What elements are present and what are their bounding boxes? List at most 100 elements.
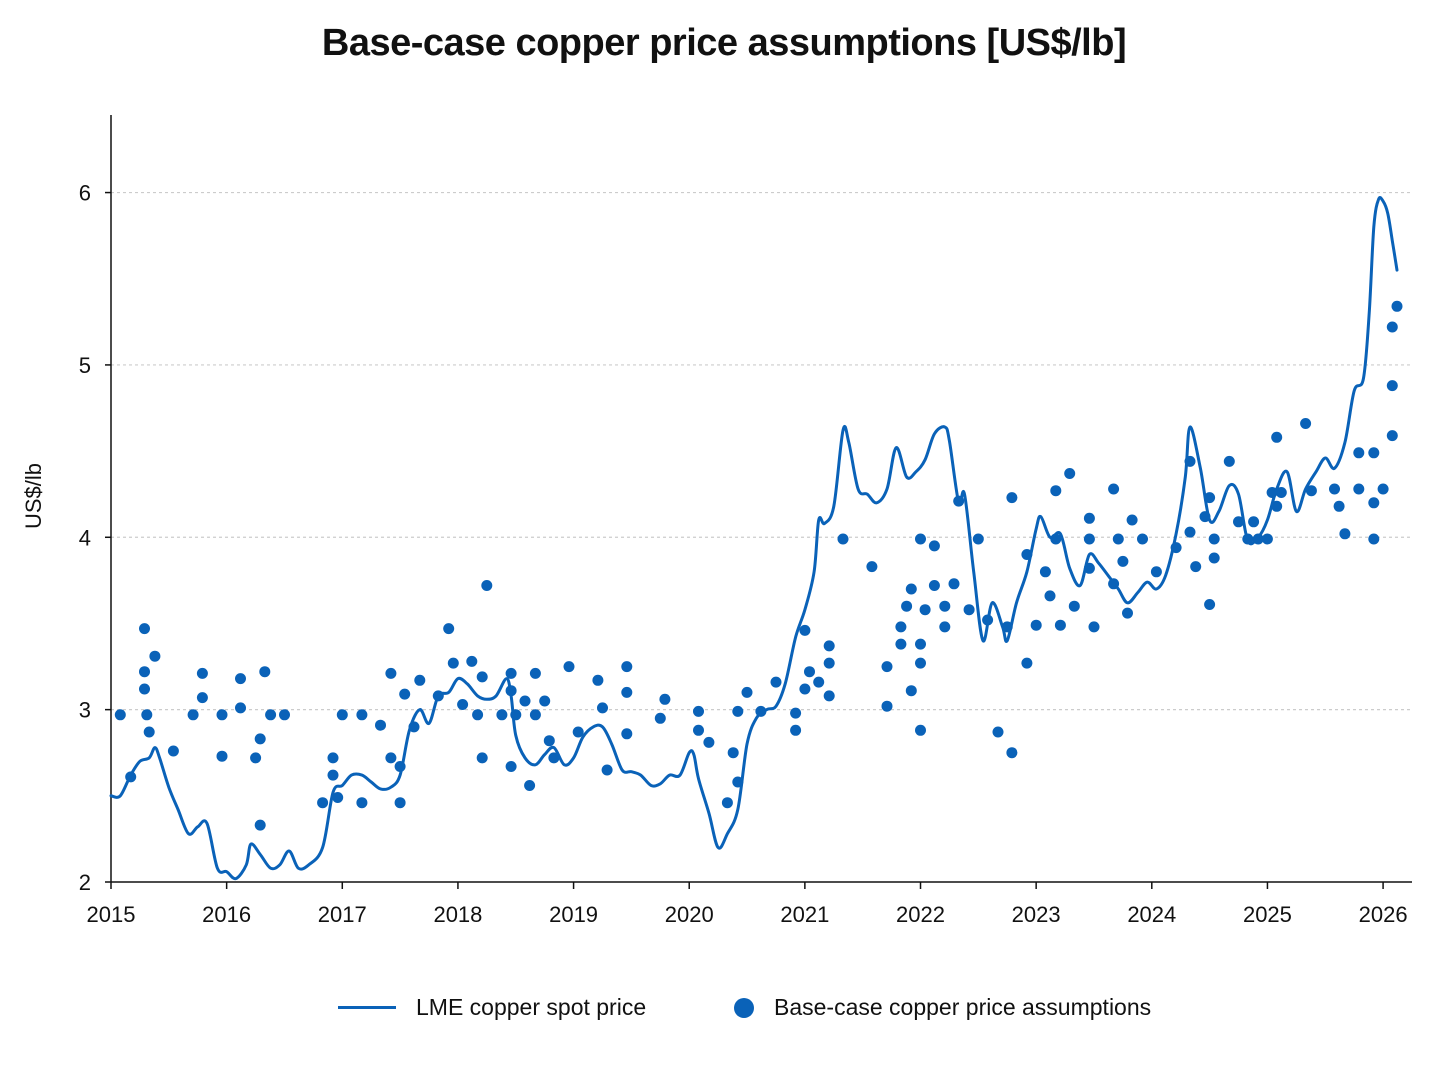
scatter-point bbox=[336, 709, 348, 721]
scatter-point bbox=[548, 752, 560, 764]
scatter-point bbox=[881, 661, 893, 673]
scatter-point bbox=[727, 747, 739, 759]
scatter-point bbox=[1083, 562, 1095, 574]
scatter-point bbox=[919, 604, 931, 616]
scatter-point bbox=[895, 638, 907, 650]
scatter-point bbox=[399, 688, 411, 700]
scatter-point bbox=[1339, 528, 1351, 540]
scatter-point bbox=[1275, 487, 1287, 498]
scatter-point bbox=[543, 735, 555, 747]
scatter-point bbox=[265, 709, 277, 721]
scatter-point bbox=[572, 726, 584, 738]
scatter-point bbox=[621, 661, 633, 673]
scatter-point bbox=[837, 533, 849, 545]
scatter-point bbox=[1006, 747, 1018, 759]
scatter-point bbox=[1271, 500, 1283, 512]
scatter-point bbox=[1208, 552, 1220, 564]
scatter-point bbox=[259, 666, 271, 678]
scatter-point bbox=[1137, 533, 1148, 545]
scatter-point bbox=[1021, 657, 1033, 669]
scatter-point bbox=[139, 623, 150, 635]
scatter-point bbox=[1199, 511, 1211, 523]
legend-item-dots: Base-case copper price assumptions bbox=[734, 994, 1151, 1021]
scatter-point bbox=[915, 533, 926, 545]
scatter-point bbox=[496, 709, 508, 721]
scatter-point bbox=[881, 700, 893, 712]
scatter-point bbox=[1368, 497, 1380, 509]
scatter-point bbox=[505, 667, 517, 679]
scatter-point bbox=[187, 709, 199, 721]
scatter-point bbox=[466, 655, 478, 667]
scatter-point bbox=[703, 736, 715, 748]
scatter-point bbox=[317, 797, 329, 809]
scatter-point bbox=[510, 709, 522, 721]
scatter-point bbox=[823, 640, 835, 652]
scatter-point bbox=[928, 580, 940, 591]
scatter-point bbox=[972, 533, 984, 545]
scatter-point bbox=[385, 752, 397, 764]
x-tick-label-2018: 2018 bbox=[433, 902, 482, 927]
scatter-point bbox=[1391, 300, 1403, 312]
scatter-point bbox=[143, 726, 155, 738]
x-tick-label-2023: 2023 bbox=[1012, 902, 1061, 927]
scatter-point bbox=[866, 561, 878, 573]
scatter-point bbox=[1126, 514, 1138, 526]
scatter-point bbox=[1108, 578, 1120, 590]
x-tick-label-2021: 2021 bbox=[780, 902, 829, 927]
scatter-point bbox=[992, 726, 1004, 738]
scatter-point bbox=[505, 761, 517, 772]
scatter-point bbox=[928, 540, 940, 552]
gridlines bbox=[111, 191, 1412, 711]
scatter-point bbox=[741, 686, 753, 698]
scatter-point bbox=[982, 614, 994, 626]
scatter-point bbox=[394, 797, 406, 809]
scatter-point bbox=[1184, 526, 1196, 538]
scatter-point bbox=[621, 686, 633, 698]
scatter-point bbox=[601, 764, 613, 776]
scatter-point bbox=[1377, 483, 1389, 495]
series-layer bbox=[109, 195, 1403, 881]
x-tick-label-2017: 2017 bbox=[318, 902, 367, 927]
scatter-point bbox=[1112, 533, 1124, 545]
scatter-point bbox=[1386, 321, 1398, 333]
scatter-point bbox=[654, 712, 666, 724]
scatter-point bbox=[457, 699, 469, 710]
scatter-point bbox=[1088, 621, 1100, 633]
x-tick-label-2022: 2022 bbox=[896, 902, 945, 927]
scatter-point bbox=[915, 657, 926, 669]
scatter-point bbox=[1271, 431, 1283, 443]
scatter-point bbox=[1204, 492, 1216, 504]
scatter-point bbox=[327, 752, 339, 764]
scatter-point bbox=[1208, 533, 1220, 545]
scatter-point bbox=[149, 650, 161, 662]
scatter-point bbox=[196, 667, 208, 679]
scatter-point bbox=[813, 676, 825, 688]
scatter-point bbox=[1190, 561, 1202, 573]
scatter-point bbox=[1150, 566, 1162, 578]
scatter-point bbox=[1108, 483, 1120, 495]
scatter-point bbox=[1054, 619, 1066, 631]
scatter-point bbox=[332, 792, 344, 803]
scatter-point bbox=[948, 578, 960, 590]
scatter-point bbox=[939, 600, 951, 612]
x-tick-label-2016: 2016 bbox=[202, 902, 251, 927]
scatter-point bbox=[1353, 483, 1365, 495]
scatter-point bbox=[823, 657, 835, 669]
y-tick-label-4: 4 bbox=[79, 525, 91, 550]
scatter-point bbox=[1329, 483, 1340, 495]
scatter-point bbox=[693, 705, 704, 717]
scatter-point bbox=[235, 702, 246, 714]
y-tick-labels: 2 3 4 5 6 bbox=[79, 181, 91, 895]
series-line-spot-price bbox=[109, 195, 1399, 881]
scatter-point bbox=[1006, 492, 1018, 504]
legend-dot-label: Base-case copper price assumptions bbox=[774, 994, 1152, 1020]
scatter-point bbox=[790, 724, 802, 736]
scatter-point bbox=[1021, 549, 1033, 560]
scatter-point bbox=[476, 752, 488, 764]
scatter-point bbox=[1083, 533, 1095, 545]
scatter-point bbox=[216, 750, 228, 762]
legend-dot-swatch bbox=[734, 997, 754, 1018]
scatter-point bbox=[659, 693, 671, 705]
scatter-point bbox=[139, 683, 150, 695]
